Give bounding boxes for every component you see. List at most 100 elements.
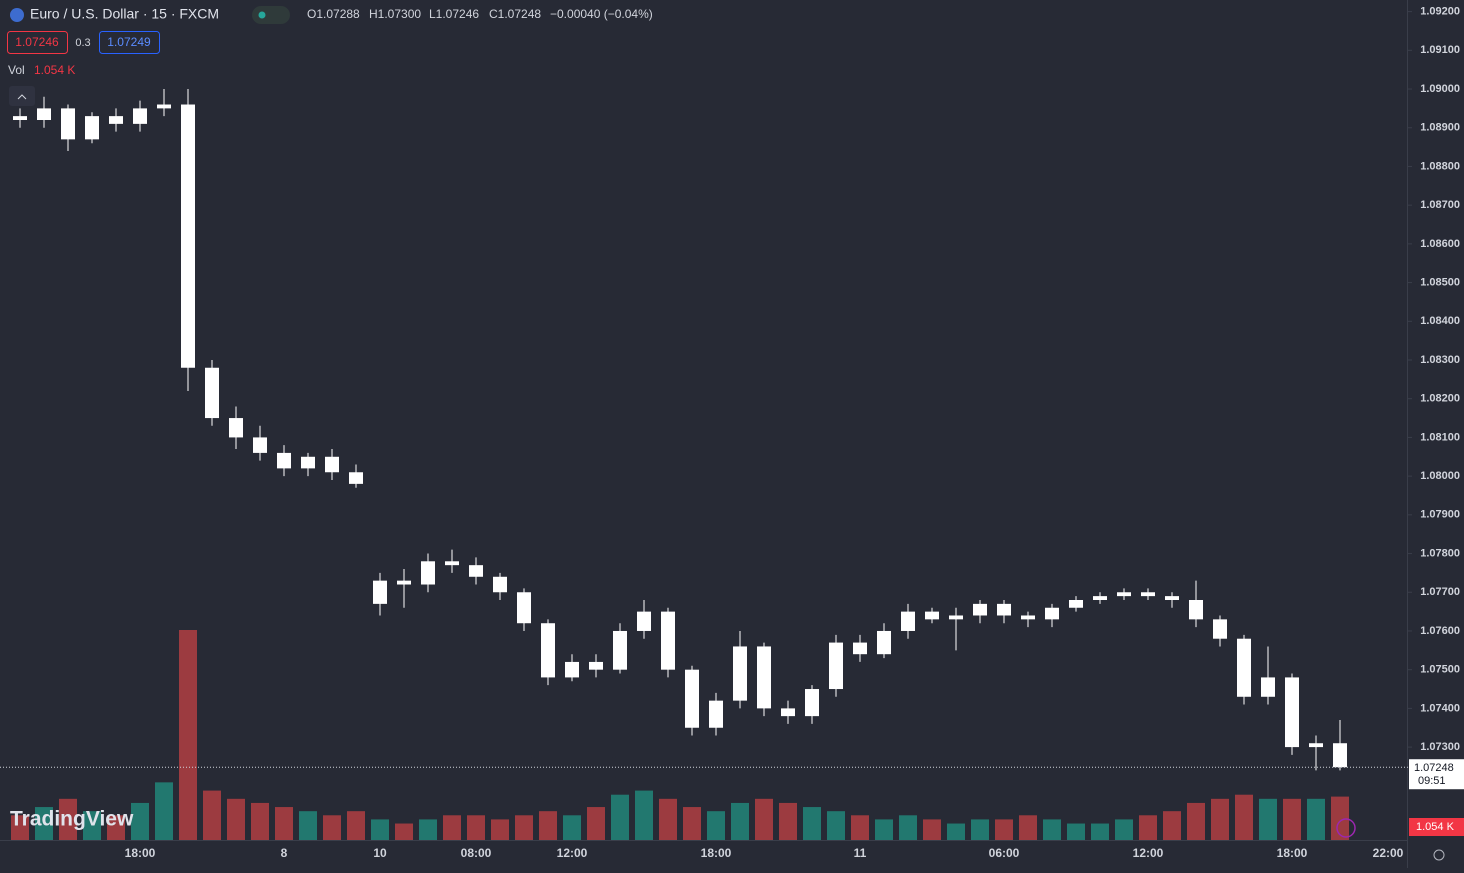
- candle-body: [421, 561, 435, 585]
- candle-body: [277, 452, 291, 469]
- volume-bar: [491, 819, 509, 840]
- y-tick-label: 1.09200: [1420, 6, 1460, 18]
- settings-button[interactable]: [1433, 849, 1445, 861]
- volume-bar: [203, 790, 221, 840]
- candle-body: [133, 108, 147, 124]
- candle-body: [517, 592, 531, 624]
- candle-body: [1261, 677, 1275, 697]
- candle-body: [181, 104, 195, 368]
- y-tick-label: 1.07500: [1420, 664, 1460, 676]
- y-tick-label: 1.07600: [1420, 625, 1460, 637]
- volume-bar: [1283, 798, 1301, 840]
- y-tick-label: 1.07900: [1420, 509, 1460, 521]
- volume-bar: [275, 807, 293, 840]
- volume-bar: [323, 815, 341, 840]
- candle-body: [397, 580, 411, 585]
- sell-button[interactable]: [7, 31, 68, 54]
- volume-bar: [539, 811, 557, 840]
- volume-bar: [371, 819, 389, 840]
- volume-bar: [443, 815, 461, 840]
- volume-bar: [83, 811, 101, 840]
- candle-body: [637, 611, 651, 631]
- candle-body: [1237, 638, 1251, 697]
- candle-body: [205, 367, 219, 419]
- sell-price: 1.07246: [15, 35, 59, 49]
- x-tick-label: 22:00: [1373, 846, 1404, 860]
- volume-bar: [1307, 798, 1325, 840]
- volume-bar: [947, 823, 965, 840]
- symbol-icon: [10, 8, 24, 22]
- candle-body: [949, 615, 963, 620]
- candle-body: [325, 456, 339, 473]
- volume-bar: [515, 815, 533, 840]
- volume-bar: [755, 798, 773, 840]
- collapse-button[interactable]: [9, 86, 35, 106]
- symbol-title[interactable]: Euro / U.S. Dollar · 15 · FXCM: [30, 6, 219, 22]
- ohlc-close: C1.07248: [489, 7, 541, 21]
- candle-body: [757, 646, 771, 709]
- volume-bar: [923, 819, 941, 840]
- candle-body: [853, 642, 867, 655]
- y-tick-label: 1.09100: [1420, 44, 1460, 56]
- volume-bar: [851, 815, 869, 840]
- last-price-label: 1.07248: [1414, 762, 1454, 774]
- y-tick-label: 1.08800: [1420, 160, 1460, 172]
- candle-body: [1093, 596, 1107, 600]
- volume-bar: [179, 630, 197, 840]
- y-tick-label: 1.07400: [1420, 702, 1460, 714]
- volume-bar: [995, 819, 1013, 840]
- last-price-box: [1409, 759, 1464, 790]
- candle-body: [349, 472, 363, 484]
- volume-bar: [155, 782, 173, 840]
- x-tick-label: 12:00: [557, 846, 588, 860]
- volume-bar: [35, 807, 53, 840]
- candle-body: [1309, 743, 1323, 748]
- x-tick-label: 08:00: [461, 846, 492, 860]
- ohlc-open: O1.07288: [307, 7, 360, 21]
- candle-body: [1189, 600, 1203, 620]
- candle-body: [157, 104, 171, 109]
- lightning-button[interactable]: [1336, 818, 1356, 838]
- volume-bar: [1115, 819, 1133, 840]
- candle-body: [1045, 607, 1059, 620]
- candle-body: [61, 108, 75, 140]
- buy-button[interactable]: [99, 31, 160, 54]
- volume-bar: [419, 819, 437, 840]
- volume-bar: [611, 794, 629, 840]
- candle-body: [613, 630, 627, 670]
- volume-bar: [1211, 798, 1229, 840]
- candle-body: [685, 669, 699, 728]
- volume-axis-label: 1.054 K: [1416, 821, 1455, 833]
- candle-body: [37, 108, 51, 120]
- candle-body: [997, 603, 1011, 616]
- candle-body: [1165, 596, 1179, 600]
- countdown-label: 09:51: [1418, 775, 1446, 787]
- y-tick-label: 1.07800: [1420, 547, 1460, 559]
- volume-bar: [563, 815, 581, 840]
- volume-bar: [395, 823, 413, 840]
- x-tick-label: 18:00: [1277, 846, 1308, 860]
- candle-body: [709, 700, 723, 728]
- ohlc-high: H1.07300: [369, 7, 421, 21]
- vol-value: 1.054 K: [34, 63, 75, 77]
- volume-bar: [251, 802, 269, 840]
- volume-bar: [875, 819, 893, 840]
- candle-body: [493, 576, 507, 593]
- vol-label: Vol: [8, 63, 25, 77]
- volume-axis-box: [1409, 818, 1464, 836]
- collapse-icon: [17, 94, 27, 100]
- status-pill[interactable]: [252, 6, 290, 24]
- volume-bar: [11, 815, 29, 840]
- y-tick-label: 1.08200: [1420, 393, 1460, 405]
- candle-body: [13, 116, 27, 120]
- volume-bar: [827, 811, 845, 840]
- candle-body: [469, 565, 483, 577]
- candle-body: [661, 611, 675, 670]
- candle-body: [589, 661, 603, 670]
- y-tick-label: 1.08900: [1420, 122, 1460, 134]
- volume-bar: [227, 798, 245, 840]
- candle-body: [85, 116, 99, 140]
- x-tick-label: 18:00: [125, 846, 156, 860]
